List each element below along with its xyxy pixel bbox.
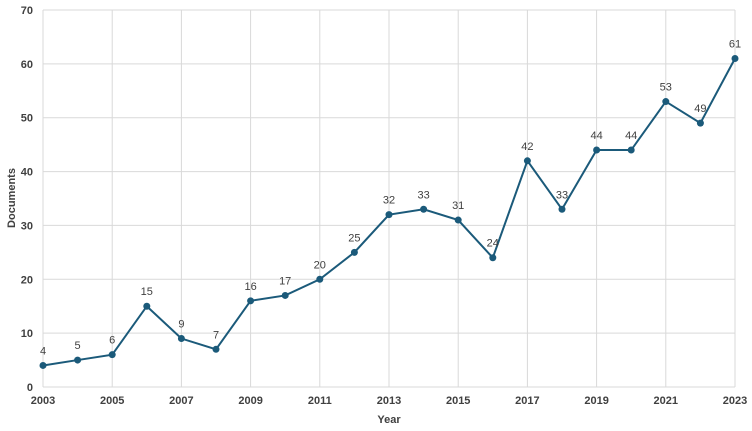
data-label: 25 — [348, 232, 360, 244]
data-label: 31 — [452, 200, 464, 212]
x-tick-label: 2015 — [446, 395, 470, 407]
x-tick-label: 2013 — [377, 395, 401, 407]
y-tick-label: 30 — [21, 220, 33, 232]
y-axis-title: Documents — [6, 168, 18, 228]
data-point — [212, 345, 220, 353]
x-tick-label: 2009 — [238, 395, 262, 407]
data-point — [74, 356, 82, 364]
data-point — [316, 275, 324, 283]
x-tick-label: 2007 — [169, 395, 193, 407]
data-label: 7 — [213, 329, 219, 341]
x-axis-ticks: 2003 2005 2007 2009 2011 2013 2015 2017 2019 2021… — [31, 395, 747, 407]
x-tick-label: 2021 — [654, 395, 678, 407]
y-tick-label: 60 — [21, 59, 33, 71]
data-point — [489, 254, 497, 262]
grid — [42, 9, 736, 388]
y-axis-ticks: 0 10 20 30 40 50 60 70 — [21, 5, 33, 394]
data-point — [247, 297, 255, 305]
data-label: 61 — [729, 38, 741, 50]
data-point — [593, 146, 601, 154]
data-point — [385, 211, 393, 219]
data-point — [177, 335, 185, 343]
data-labels: 4 5 6 15 9 7 16 17 20 25 32 33 31 24 42 33 44 44 53 49 61 — [40, 38, 741, 357]
data-point — [39, 361, 47, 369]
data-label: 33 — [417, 189, 429, 201]
y-tick-label: 20 — [21, 274, 33, 286]
data-point — [420, 205, 428, 213]
data-label: 17 — [279, 275, 291, 287]
data-point — [143, 302, 151, 310]
y-tick-label: 0 — [27, 382, 33, 394]
data-label: 20 — [314, 259, 326, 271]
data-points — [39, 54, 739, 369]
data-label: 32 — [383, 195, 395, 207]
data-point — [350, 248, 358, 256]
data-point — [627, 146, 635, 154]
data-point — [731, 54, 739, 62]
data-label: 49 — [694, 103, 706, 115]
data-label: 16 — [244, 281, 256, 293]
x-axis-title: Year — [377, 414, 401, 426]
x-tick-label: 2005 — [100, 395, 124, 407]
x-tick-label: 2019 — [584, 395, 608, 407]
y-tick-label: 50 — [21, 113, 33, 125]
data-label: 5 — [75, 340, 81, 352]
data-point — [696, 119, 704, 127]
data-label: 24 — [487, 238, 499, 250]
data-label: 33 — [556, 189, 568, 201]
data-point — [523, 157, 531, 165]
data-point — [108, 351, 116, 359]
data-label: 6 — [109, 335, 115, 347]
data-point — [558, 205, 566, 213]
x-tick-label: 2023 — [723, 395, 747, 407]
data-point — [662, 98, 670, 106]
x-tick-label: 2011 — [308, 395, 332, 407]
data-label: 44 — [590, 130, 602, 142]
data-point — [454, 216, 462, 224]
x-tick-label: 2003 — [31, 395, 55, 407]
data-point — [281, 291, 289, 299]
data-label: 4 — [40, 345, 46, 357]
y-tick-label: 10 — [21, 328, 33, 340]
data-label: 44 — [625, 130, 637, 142]
x-tick-label: 2017 — [515, 395, 539, 407]
y-tick-label: 70 — [21, 5, 33, 17]
data-label: 9 — [178, 319, 184, 331]
data-label: 42 — [521, 141, 533, 153]
y-tick-label: 40 — [21, 167, 33, 179]
data-label: 15 — [141, 286, 153, 298]
data-label: 53 — [660, 82, 672, 94]
